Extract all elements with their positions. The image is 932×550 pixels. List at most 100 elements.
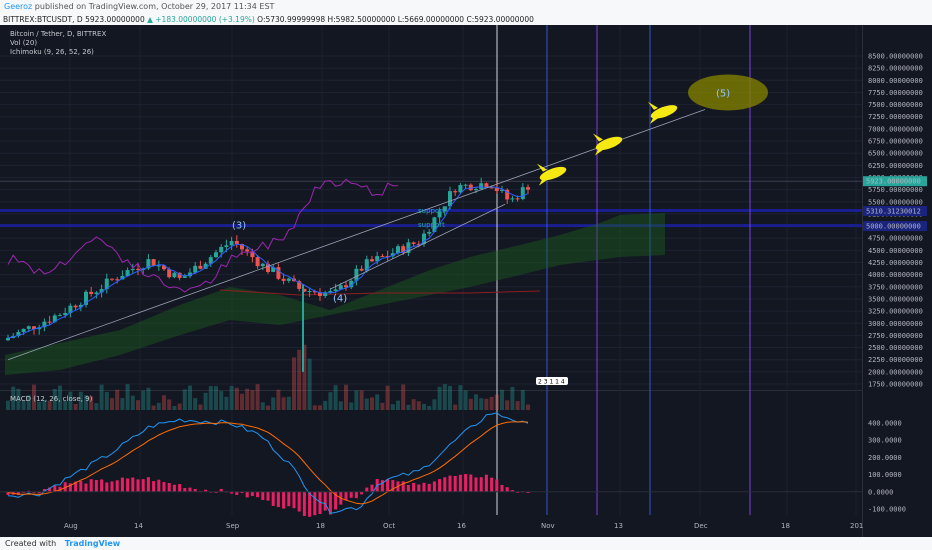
chart-canvas[interactable]: 8500.00000000 8250.00000000 8000.00000000 7… bbox=[0, 25, 932, 537]
volume-bar bbox=[32, 384, 36, 410]
ichimoku-legend[interactable]: Ichimoku (9, 26, 52, 26) bbox=[10, 48, 94, 56]
candle-body bbox=[338, 285, 343, 290]
volume-bar bbox=[6, 400, 10, 410]
macd-histogram-bar bbox=[37, 491, 41, 494]
macd-histogram-bar bbox=[427, 483, 431, 492]
last-price-tag: 5923.00000000 bbox=[866, 178, 921, 186]
volume-bar bbox=[219, 391, 224, 410]
candle-body bbox=[115, 279, 120, 281]
volume-bar bbox=[292, 357, 296, 410]
price-tick-label: 6750.00000000 bbox=[868, 138, 923, 146]
macd-histogram-bar bbox=[271, 491, 275, 506]
volume-bar bbox=[136, 400, 140, 410]
volume-bar bbox=[250, 390, 255, 410]
macd-histogram-bar bbox=[162, 482, 166, 492]
candle-body bbox=[520, 187, 525, 200]
macd-legend[interactable]: MACD (12, 26, close, 9) bbox=[10, 395, 93, 403]
candle-body bbox=[21, 328, 26, 333]
macd-histogram-bar bbox=[219, 488, 223, 492]
macd-histogram-bar bbox=[458, 474, 462, 492]
candle-body bbox=[167, 269, 172, 278]
macd-histogram-bar bbox=[42, 489, 46, 492]
volume-bar bbox=[416, 401, 421, 410]
candle-body bbox=[458, 185, 463, 193]
rocket-icon-fin bbox=[595, 147, 605, 156]
candle-body bbox=[328, 290, 333, 293]
kijun-line bbox=[219, 289, 541, 296]
macd-histogram-bar bbox=[100, 479, 104, 492]
macd-histogram-bar bbox=[245, 491, 249, 498]
volume-bars bbox=[6, 344, 530, 410]
volume-bar bbox=[141, 390, 146, 410]
macd-histogram-bar bbox=[136, 479, 140, 492]
macd-histogram-bar bbox=[276, 491, 280, 508]
macd-histogram-bar bbox=[141, 479, 145, 492]
author-link[interactable]: Geeroz bbox=[4, 2, 33, 11]
macd-histogram-bar bbox=[297, 491, 301, 512]
volume-bar bbox=[505, 400, 510, 410]
last-price-tag-bg bbox=[863, 176, 927, 187]
volume-bar bbox=[338, 401, 343, 410]
macd-histogram-bar bbox=[406, 485, 410, 492]
macd-histogram-bar bbox=[302, 491, 306, 516]
trend-line bbox=[7, 109, 706, 361]
macd-histogram-bar bbox=[334, 491, 338, 510]
volume-bar bbox=[286, 396, 291, 410]
macd-tick-label: 100.0000 bbox=[868, 471, 902, 479]
volume-bar bbox=[234, 387, 239, 410]
volume-bar bbox=[198, 404, 203, 410]
macd-histogram-bar bbox=[292, 491, 296, 509]
bar-count-marker bbox=[536, 377, 568, 385]
date-tick-label: 201 bbox=[850, 522, 863, 530]
support-label-lower: support bbox=[418, 221, 445, 229]
volume-bar bbox=[125, 384, 130, 410]
price-tick-label: 3500.00000000 bbox=[868, 295, 923, 303]
signal-line bbox=[7, 421, 529, 505]
volume-bar bbox=[406, 404, 411, 410]
volume-bar bbox=[73, 404, 78, 410]
macd-tick-label: 200.0000 bbox=[868, 454, 902, 462]
volume-bar bbox=[489, 396, 494, 410]
candle-body bbox=[354, 268, 359, 281]
macd-histogram-bar bbox=[58, 486, 62, 492]
date-tick-label: 16 bbox=[457, 522, 466, 530]
volume-bar bbox=[370, 397, 374, 410]
macd-histogram-bar bbox=[94, 480, 98, 492]
volume-bar bbox=[68, 391, 73, 410]
candle-body bbox=[500, 189, 504, 191]
price-tick-label: 4250.00000000 bbox=[868, 259, 923, 267]
macd-histogram-bar bbox=[48, 487, 52, 492]
candle-body bbox=[182, 276, 187, 278]
candle-body bbox=[380, 256, 385, 258]
chikou-line bbox=[7, 178, 398, 293]
candle-body bbox=[198, 265, 203, 269]
volume-legend[interactable]: Vol (20) bbox=[10, 39, 38, 47]
tradingview-logo[interactable]: TradingView bbox=[64, 539, 121, 548]
macd-histogram-bar bbox=[110, 481, 114, 492]
macd-histogram-bar bbox=[474, 477, 478, 492]
price-tick-label: 2250.00000000 bbox=[868, 356, 923, 364]
macd-tick-label: 0.0000 bbox=[868, 488, 893, 496]
macd-histogram-bar bbox=[479, 477, 483, 492]
candle-body bbox=[146, 259, 151, 269]
candle-body bbox=[323, 292, 328, 297]
bar-count-text: 2 3 1 1 4 bbox=[538, 379, 565, 386]
volume-bar bbox=[364, 398, 369, 410]
rocket-icon-fin bbox=[539, 177, 549, 186]
indicator-lines bbox=[7, 109, 706, 361]
candle-body bbox=[120, 275, 125, 280]
price-change: ▲ +183.00000000 (+3.19%) bbox=[147, 15, 255, 24]
macd-histogram-bar bbox=[412, 482, 416, 492]
macd-histogram-bar bbox=[417, 484, 421, 492]
volume-bar bbox=[281, 397, 286, 410]
chart-area[interactable]: 8500.00000000 8250.00000000 8000.00000000 7… bbox=[0, 25, 932, 537]
candle-body bbox=[479, 183, 484, 190]
price-tick-label: 5750.00000000 bbox=[868, 186, 923, 194]
macd-histogram-bar bbox=[204, 489, 208, 492]
candle-body bbox=[172, 272, 177, 278]
candle-body bbox=[515, 198, 520, 200]
macd-histogram-bar bbox=[490, 477, 494, 492]
candle-body bbox=[302, 288, 307, 292]
candle-body bbox=[58, 315, 62, 317]
volume-bar bbox=[203, 392, 208, 410]
